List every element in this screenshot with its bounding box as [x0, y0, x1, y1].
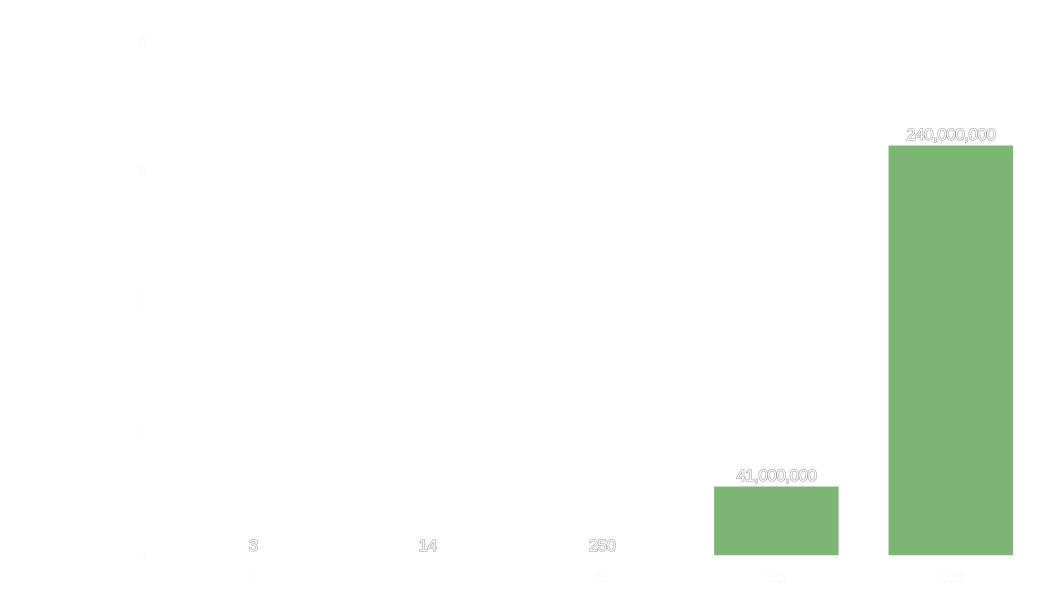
y-tick-label: 2 [138, 291, 146, 308]
data-label: 3 [249, 536, 258, 555]
bar [887, 144, 1015, 557]
y-axis-ticks: 0 1 2 3 4 [137, 34, 146, 566]
data-label: 41,000,000 [736, 466, 816, 485]
bar [712, 485, 841, 557]
bars [189, 144, 1015, 557]
y-tick-label: 3 [138, 163, 146, 180]
x-tick-label: 11 [594, 569, 610, 586]
x-tick-label: 1 [249, 569, 257, 586]
x-tick-label: 111 [765, 569, 788, 586]
data-label: 14 [419, 536, 437, 555]
data-label: 250 [589, 536, 616, 555]
x-tick-label: 1111 [936, 569, 966, 586]
data-labels: 3 14 250 41,000,000 240,000,000 [248, 124, 996, 555]
x-axis-ticks: 1 11 111 1111 [249, 569, 967, 587]
y-tick-label: 0 [138, 548, 146, 565]
y-tick-label: 1 [138, 420, 146, 437]
y-tick-label: 4 [138, 34, 146, 51]
data-label: 240,000,000 [906, 125, 995, 144]
